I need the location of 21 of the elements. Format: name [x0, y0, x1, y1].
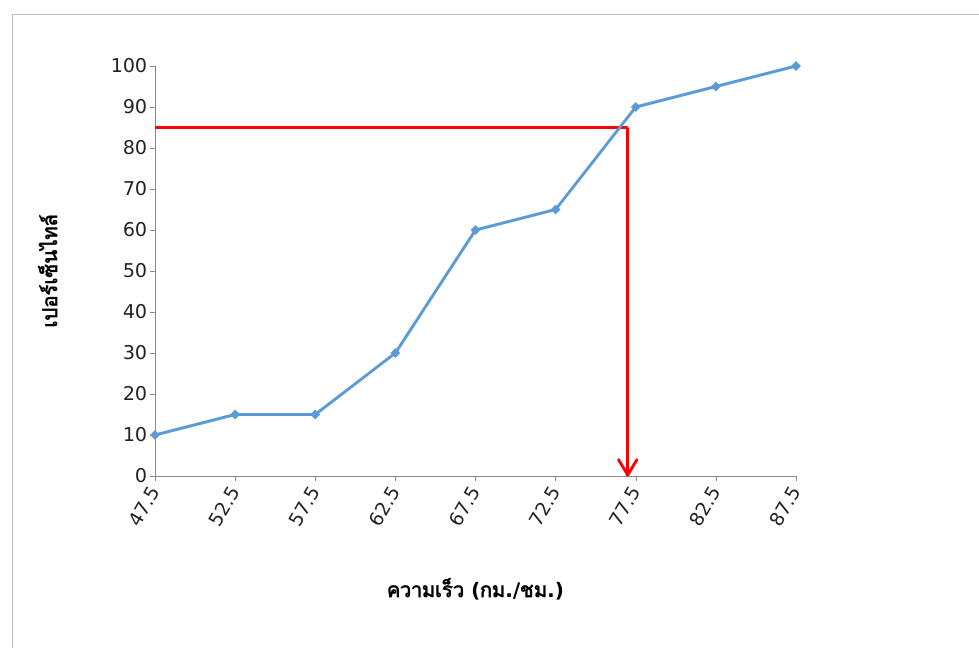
y-tick-label: 30 [122, 342, 147, 364]
point [390, 348, 400, 358]
y-tick-label: 100 [110, 55, 147, 77]
point [791, 61, 801, 71]
y-tick-label: 60 [122, 219, 147, 241]
point [710, 82, 721, 92]
y-tick-label: 0 [134, 465, 147, 487]
point [470, 225, 480, 235]
x-axis-title: ความเร็ว (กม./ชม.) [387, 577, 564, 602]
point [630, 102, 641, 112]
y-tick-label: 50 [122, 260, 147, 282]
point [550, 204, 561, 214]
y-tick-label: 40 [122, 301, 147, 323]
y-axis-title: เปอร์เซ็นไทล์ [37, 214, 62, 328]
y-tick-label: 90 [122, 96, 147, 118]
y-tick-label: 80 [122, 137, 147, 159]
point [150, 430, 160, 440]
y-tick-label: 10 [122, 424, 147, 446]
y-tick-label: 70 [122, 178, 147, 200]
point [310, 410, 320, 420]
y-tick-label: 20 [122, 383, 147, 405]
